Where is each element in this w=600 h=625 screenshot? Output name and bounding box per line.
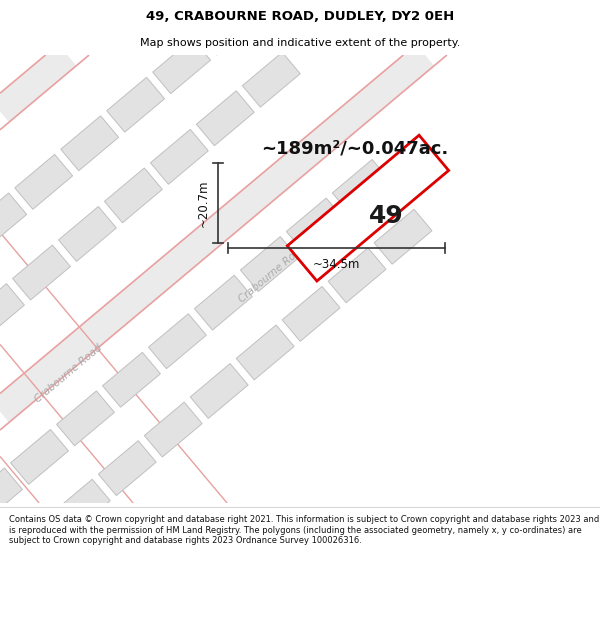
Polygon shape (98, 441, 156, 496)
Polygon shape (196, 91, 254, 146)
Polygon shape (0, 468, 22, 523)
Text: ~34.5m: ~34.5m (313, 258, 360, 271)
Polygon shape (145, 402, 202, 457)
Polygon shape (374, 209, 432, 264)
Polygon shape (241, 237, 298, 291)
Text: 49: 49 (368, 204, 403, 228)
Text: ~189m²/~0.047ac.: ~189m²/~0.047ac. (262, 139, 449, 157)
Polygon shape (13, 245, 70, 300)
Polygon shape (287, 135, 449, 281)
Text: Crabourne Road: Crabourne Road (236, 242, 308, 304)
Text: Map shows position and indicative extent of the property.: Map shows position and indicative extent… (140, 38, 460, 48)
Polygon shape (107, 78, 164, 132)
Polygon shape (0, 44, 76, 122)
Text: Contains OS data © Crown copyright and database right 2021. This information is : Contains OS data © Crown copyright and d… (9, 515, 599, 545)
Polygon shape (332, 159, 390, 214)
Polygon shape (61, 116, 119, 171)
Polygon shape (16, 0, 73, 23)
Polygon shape (11, 429, 68, 484)
Polygon shape (0, 193, 26, 248)
Polygon shape (56, 391, 115, 446)
Polygon shape (104, 168, 163, 223)
Polygon shape (151, 129, 208, 184)
Polygon shape (103, 352, 160, 408)
Polygon shape (7, 518, 64, 572)
Polygon shape (59, 206, 116, 261)
Polygon shape (282, 286, 340, 341)
Text: Crabourne Road: Crabourne Road (32, 342, 104, 404)
Polygon shape (199, 0, 256, 55)
Polygon shape (286, 198, 344, 253)
Polygon shape (0, 44, 434, 423)
Polygon shape (152, 39, 211, 94)
Polygon shape (190, 364, 248, 418)
Polygon shape (236, 325, 294, 380)
Polygon shape (0, 7, 28, 62)
Polygon shape (328, 248, 386, 302)
Text: ~20.7m: ~20.7m (197, 179, 210, 227)
Polygon shape (0, 284, 25, 339)
Text: 49, CRABOURNE ROAD, DUDLEY, DY2 0EH: 49, CRABOURNE ROAD, DUDLEY, DY2 0EH (146, 10, 454, 23)
Polygon shape (15, 154, 73, 209)
Polygon shape (242, 52, 300, 107)
Polygon shape (52, 479, 110, 534)
Polygon shape (194, 275, 253, 330)
Polygon shape (149, 314, 206, 369)
